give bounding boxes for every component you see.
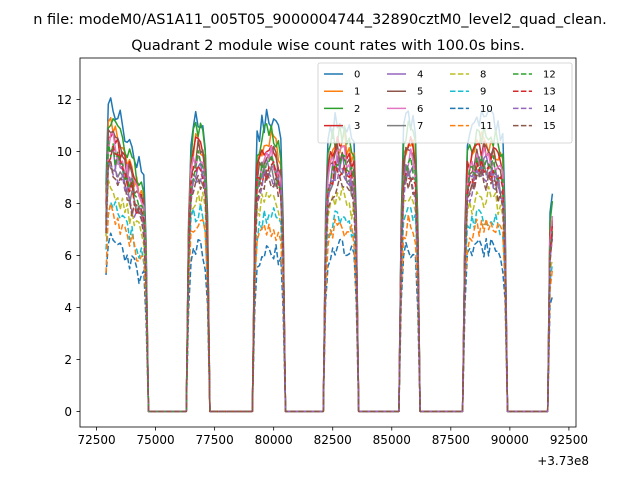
x-tick-label: 87500	[432, 433, 470, 447]
x-tick-label: 75000	[136, 433, 174, 447]
x-tick-label: 77500	[196, 433, 234, 447]
legend-label-0: 0	[354, 70, 360, 81]
x-tick-label: 90000	[491, 433, 529, 447]
legend-label-11: 11	[480, 121, 493, 132]
plot-area	[105, 97, 554, 413]
chart-title: Quadrant 2 module wise count rates with …	[131, 38, 525, 54]
x-tick-label: 85000	[373, 433, 411, 447]
figure-suptitle: n file: modeM0/AS1A11_005T05_9000004744_…	[33, 12, 607, 28]
legend-label-13: 13	[543, 87, 556, 98]
legend-label-8: 8	[480, 70, 486, 81]
legend-label-10: 10	[480, 104, 493, 115]
x-tick-label: 72500	[77, 433, 115, 447]
y-tick-label: 0	[64, 405, 72, 419]
legend-label-2: 2	[354, 104, 360, 115]
legend-label-7: 7	[417, 121, 423, 132]
axes-frame	[79, 57, 577, 428]
x-tick-label: 92500	[550, 433, 588, 447]
y-tick-label: 2	[64, 353, 72, 367]
legend-label-9: 9	[480, 87, 486, 98]
legend-label-6: 6	[417, 104, 423, 115]
axes: 72500 75000 77500 80000 82500 85000 87500 90000…	[57, 57, 588, 447]
legend-label-15: 15	[543, 121, 556, 132]
legend-box	[317, 62, 573, 144]
legend-label-4: 4	[417, 70, 423, 81]
x-tick-label: 80000	[255, 433, 293, 447]
legend-label-12: 12	[543, 70, 556, 81]
x-offset-label: +3.73e8	[537, 454, 589, 468]
y-tick-label: 8	[64, 197, 72, 211]
legend-label-3: 3	[354, 121, 360, 132]
legend-label-1: 1	[354, 87, 360, 98]
y-tick-label: 4	[64, 301, 72, 315]
y-tick-label: 6	[64, 249, 72, 263]
series-line-15	[105, 160, 554, 413]
legend-label-5: 5	[417, 87, 423, 98]
series-line-14	[105, 160, 554, 413]
y-tick-label: 10	[57, 145, 72, 159]
legend-label-14: 14	[543, 104, 556, 115]
series-lines	[105, 97, 554, 413]
x-tick-label: 82500	[314, 433, 352, 447]
y-tick-label: 12	[57, 93, 72, 107]
